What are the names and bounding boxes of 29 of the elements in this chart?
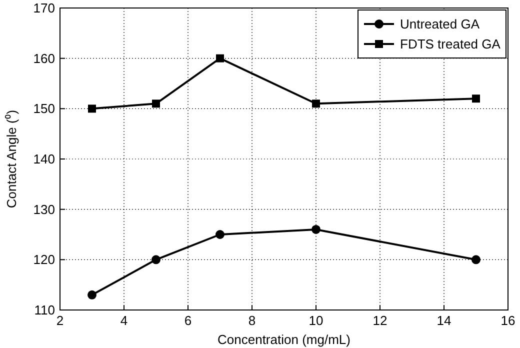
y-tick-label: 110 <box>34 302 55 318</box>
point <box>312 224 320 234</box>
y-tick-label: 170 <box>33 0 55 16</box>
point <box>88 290 96 300</box>
x-tick-label: 10 <box>308 313 324 328</box>
point <box>472 255 480 264</box>
x-tick-label: 12 <box>372 313 388 328</box>
point <box>152 100 160 108</box>
x-tick-label: 6 <box>184 313 192 328</box>
y-tick-label: 150 <box>33 101 55 116</box>
x-axis-title: Concentration (mg/mL) <box>218 332 350 347</box>
y-tick-label: 160 <box>33 50 55 66</box>
point <box>472 94 480 103</box>
point <box>152 255 160 264</box>
point <box>216 230 224 239</box>
point <box>88 104 96 113</box>
y-tick-label: 130 <box>33 202 55 217</box>
legend-label: FDTS treated GA <box>400 36 501 52</box>
x-tick-label: 4 <box>120 313 128 328</box>
x-tick-label: 2 <box>56 313 64 328</box>
y-tick-label: 140 <box>33 152 55 166</box>
legend-label: Untreated GA <box>400 16 480 32</box>
point <box>216 54 224 62</box>
x-tick-label: 8 <box>248 313 256 328</box>
x-tick-label: 16 <box>500 313 516 328</box>
point <box>312 100 320 108</box>
y-axis-title: Contact Angle (⁰) <box>4 110 19 208</box>
y-tick-label: 120 <box>33 252 55 268</box>
x-tick-label: 14 <box>436 313 452 328</box>
